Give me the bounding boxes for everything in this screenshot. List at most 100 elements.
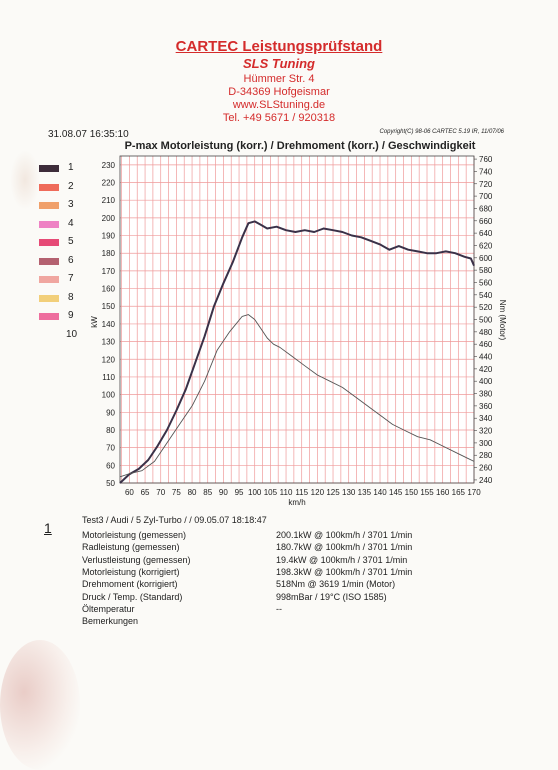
y2-tick-label: 480 bbox=[479, 328, 493, 337]
y-tick-label: 190 bbox=[102, 232, 116, 241]
y2-tick-label: 400 bbox=[479, 377, 493, 386]
result-index: 1 bbox=[44, 520, 52, 536]
x-tick-label: 60 bbox=[125, 488, 134, 497]
y2-tick-label: 260 bbox=[479, 464, 493, 473]
y2-tick-label: 360 bbox=[479, 402, 493, 411]
y2-tick-label: 600 bbox=[479, 254, 493, 263]
result-label: Radleistung (gemessen) bbox=[82, 542, 180, 553]
legend-item-2: 2 bbox=[36, 181, 96, 195]
result-value: 180.7kW @ 100km/h / 3701 1/min bbox=[276, 542, 413, 553]
legend-number: 9 bbox=[68, 310, 74, 321]
y-tick-label: 160 bbox=[102, 285, 116, 294]
x-tick-label: 130 bbox=[342, 488, 356, 497]
y2-tick-label: 500 bbox=[479, 316, 493, 325]
chart-title: P-max Motorleistung (korr.) / Drehmoment… bbox=[124, 140, 476, 152]
result-label: Öltemperatur bbox=[82, 603, 135, 614]
y2-tick-label: 460 bbox=[479, 340, 493, 349]
y-tick-label: 110 bbox=[102, 373, 115, 382]
legend-number: 4 bbox=[68, 217, 74, 229]
legend-swatch bbox=[39, 202, 59, 209]
y-tick-label: 120 bbox=[102, 355, 116, 364]
y-tick-label: 230 bbox=[102, 161, 116, 170]
legend-swatch bbox=[39, 276, 59, 283]
y2-tick-label: 660 bbox=[479, 217, 493, 226]
y2-tick-label: 380 bbox=[479, 390, 493, 399]
legend-swatch bbox=[39, 257, 59, 265]
paper-stain bbox=[0, 640, 80, 770]
y-tick-label: 200 bbox=[102, 214, 116, 223]
x-tick-label: 105 bbox=[264, 488, 278, 497]
x-tick-label: 65 bbox=[141, 488, 150, 497]
y2-tick-label: 520 bbox=[479, 303, 493, 312]
legend-number: 1 bbox=[68, 162, 74, 173]
y2-axis-label: Nm (Motor) bbox=[498, 300, 507, 341]
y2-tick-label: 620 bbox=[479, 241, 493, 250]
y2-tick-label: 340 bbox=[479, 414, 493, 423]
result-label: Bemerkungen bbox=[82, 616, 139, 627]
x-tick-label: 125 bbox=[326, 488, 340, 497]
y2-tick-label: 280 bbox=[479, 451, 493, 460]
y-tick-label: 70 bbox=[106, 444, 115, 453]
dyno-chart: 50 60 70 80 90 100 110 120 130 140 150 160 170 180 190… bbox=[90, 155, 507, 507]
y-tick-label: 80 bbox=[106, 426, 115, 435]
x-tick-label: 135 bbox=[358, 488, 372, 497]
y2-tick-label: 640 bbox=[479, 229, 493, 238]
y2-tick-label: 760 bbox=[479, 155, 493, 164]
y2-tick-label: 240 bbox=[479, 476, 493, 485]
result-label: Verlustleistung (gemessen) bbox=[82, 554, 191, 565]
x-tick-label: 110 bbox=[280, 488, 293, 497]
y2-tick-label: 420 bbox=[479, 365, 493, 374]
y2-tick-label: 540 bbox=[479, 291, 493, 300]
result-label: Druck / Temp. (Standard) bbox=[82, 591, 183, 602]
y2-tick-label: 720 bbox=[479, 180, 493, 189]
x-tick-label: 170 bbox=[467, 488, 481, 497]
result-value: 518Nm @ 3619 1/min (Motor) bbox=[276, 579, 396, 590]
y-tick-label: 90 bbox=[106, 408, 115, 417]
test-description: Test3 / Audi / 5 Zyl-Turbo / / 09.05.07 … bbox=[82, 515, 267, 525]
y2-tick-label: 580 bbox=[479, 266, 493, 275]
legend-number: 5 bbox=[68, 236, 74, 247]
result-value: 19.4kW @ 100km/h / 3701 1/min bbox=[276, 554, 408, 565]
x-axis-label: km/h bbox=[288, 498, 305, 507]
y-axis-label: kW bbox=[90, 316, 99, 328]
legend-number: 6 bbox=[68, 254, 74, 266]
result-value: 998mBar / 19°C (ISO 1585) bbox=[276, 591, 387, 602]
x-tick-label: 115 bbox=[295, 488, 308, 497]
x-tick-label: 140 bbox=[373, 488, 387, 497]
result-label: Motorleistung (korrigiert) bbox=[82, 566, 180, 577]
y-tick-label: 100 bbox=[102, 391, 116, 400]
legend-item-3: 3 bbox=[36, 199, 96, 213]
torque-curve bbox=[119, 314, 475, 478]
x-tick-label: 155 bbox=[420, 488, 434, 497]
header-street: Hümmer Str. 4 bbox=[243, 73, 315, 85]
legend-swatch bbox=[39, 220, 59, 228]
legend-item-1: 1 bbox=[36, 162, 96, 176]
y2-tick-label: 680 bbox=[479, 204, 493, 213]
result-value: -- bbox=[276, 603, 282, 614]
x-tick-label: 165 bbox=[452, 488, 466, 497]
legend-swatch bbox=[39, 294, 59, 302]
legend-item-6: 6 bbox=[36, 255, 96, 269]
legend-swatch bbox=[39, 239, 59, 246]
header-title: CARTEC Leistungsprüfstand bbox=[175, 38, 383, 55]
plot-area bbox=[120, 156, 474, 483]
x-tick-label: 120 bbox=[311, 488, 325, 497]
legend-number: 8 bbox=[68, 291, 74, 303]
legend-number: 10 bbox=[66, 328, 78, 340]
y-tick-label: 210 bbox=[102, 196, 116, 205]
legend-swatch bbox=[39, 165, 59, 172]
y-tick-label: 170 bbox=[102, 267, 116, 276]
x-tick-label: 145 bbox=[389, 488, 403, 497]
x-tick-label: 75 bbox=[172, 488, 181, 497]
x-tick-label: 80 bbox=[188, 488, 197, 497]
legend-number: 3 bbox=[68, 199, 74, 210]
x-tick-label: 95 bbox=[235, 488, 244, 497]
x-tick-label: 100 bbox=[248, 488, 262, 497]
run-datetime: 31.08.07 16:35:10 bbox=[48, 129, 129, 140]
power-curve bbox=[119, 220, 475, 484]
x-tick-label: 160 bbox=[436, 488, 450, 497]
legend-number: 2 bbox=[68, 180, 74, 192]
x-tick-label: 70 bbox=[156, 488, 165, 497]
legend-swatch bbox=[39, 183, 59, 191]
y2-tick-label: 560 bbox=[479, 278, 493, 287]
